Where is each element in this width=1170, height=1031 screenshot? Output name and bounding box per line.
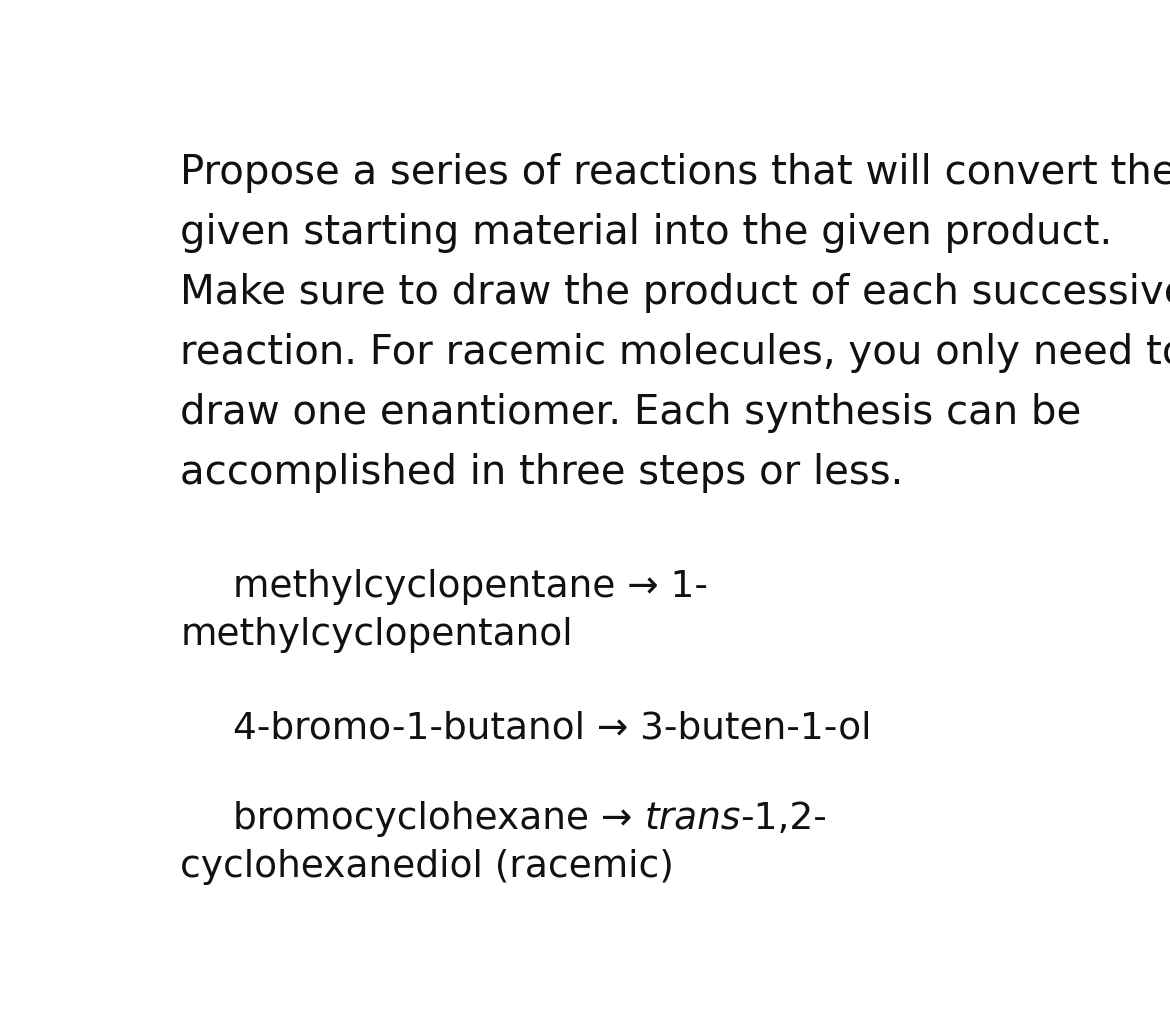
Text: given starting material into the given product.: given starting material into the given p… [180, 213, 1113, 253]
Text: draw one enantiomer. Each synthesis can be: draw one enantiomer. Each synthesis can … [180, 393, 1081, 433]
Text: accomplished in three steps or less.: accomplished in three steps or less. [180, 454, 903, 493]
Text: bromocyclohexane →: bromocyclohexane → [233, 801, 645, 837]
Text: Propose a series of reactions that will convert the: Propose a series of reactions that will … [180, 153, 1170, 193]
Text: reaction. For racemic molecules, you only need to: reaction. For racemic molecules, you onl… [180, 333, 1170, 373]
Text: methylcyclopentanol: methylcyclopentanol [180, 617, 573, 653]
Text: cyclohexanediol (racemic): cyclohexanediol (racemic) [180, 850, 674, 885]
Text: methylcyclopentane → 1-: methylcyclopentane → 1- [233, 569, 708, 605]
Text: Make sure to draw the product of each successive: Make sure to draw the product of each su… [180, 273, 1170, 313]
Text: 4-bromo-1-butanol → 3-buten-1-ol: 4-bromo-1-butanol → 3-buten-1-ol [233, 710, 872, 746]
Text: -1,2-: -1,2- [741, 801, 827, 837]
Text: trans: trans [645, 801, 741, 837]
